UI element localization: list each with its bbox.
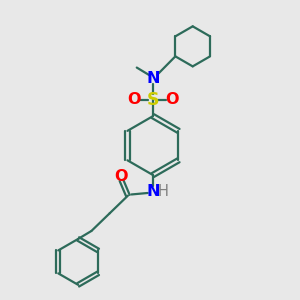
Text: N: N [146,184,160,199]
Text: N: N [146,71,160,86]
Text: H: H [158,184,169,199]
Text: O: O [127,92,140,107]
Text: O: O [166,92,179,107]
Text: S: S [147,91,159,109]
Text: O: O [115,169,128,184]
